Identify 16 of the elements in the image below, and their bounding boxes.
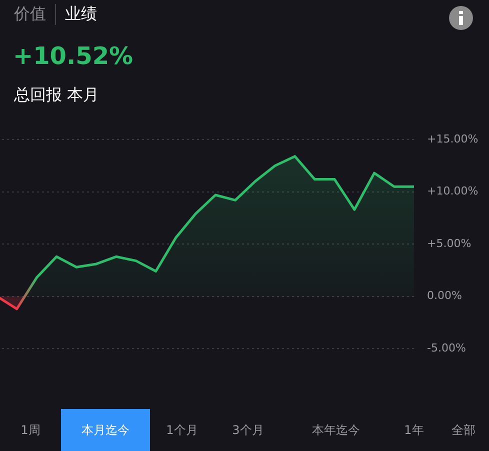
y-tick-label: +15.00%	[427, 132, 478, 146]
y-tick-label: -5.00%	[427, 341, 466, 354]
y-tick-label: +5.00%	[427, 236, 472, 250]
chart-title: +10.52%	[13, 42, 134, 70]
text: 价值	[14, 4, 56, 25]
y-tick-label: 0.00%	[427, 289, 462, 302]
text: 1个月	[165, 422, 199, 439]
text: 1周	[20, 422, 42, 439]
text: 本年迄今	[311, 422, 361, 439]
text: 全部	[450, 422, 476, 439]
text: 1年	[403, 422, 425, 439]
chart-subtitle: 总回报 本月	[14, 85, 100, 106]
text: 业绩	[65, 4, 98, 25]
y-tick-label: +10.00%	[427, 184, 478, 198]
text: 3个月	[231, 422, 265, 439]
text: 本月迄今	[61, 409, 150, 451]
